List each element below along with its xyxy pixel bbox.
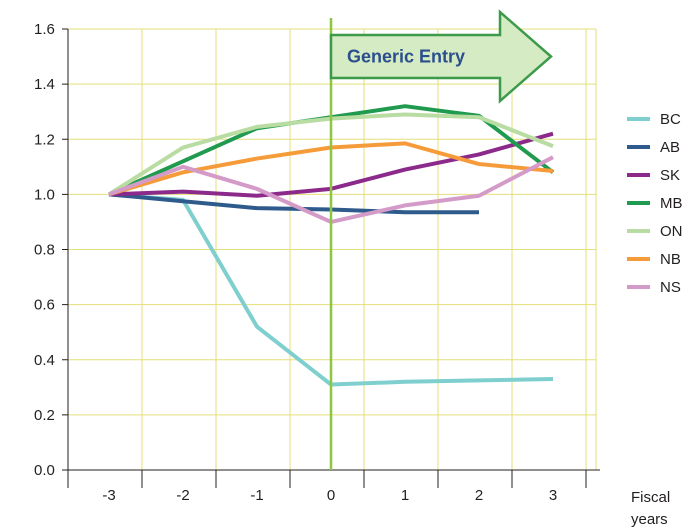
y-tick-label: 1.0: [34, 186, 55, 203]
series-line-ab: [108, 192, 479, 215]
axes: 0.0 0.2 0.4 0.6 0.8 1.0 1.2 1.4 1.6 -3 -2 -1 0 1 2 3: [34, 21, 600, 504]
y-tick-label: 0.6: [34, 297, 55, 314]
y-tick-label: 0.0: [34, 462, 55, 479]
x-tick-label: -1: [250, 487, 263, 504]
legend-label-on: ON: [660, 223, 683, 240]
legend-label-nb: NB: [660, 251, 681, 268]
y-tick-label: 0.4: [34, 352, 55, 369]
x-tick-label: 1: [401, 487, 409, 504]
legend-label-bc: BC: [660, 111, 681, 128]
generic-entry-annotation: Generic Entry: [329, 9, 553, 470]
legend: BC AB SK MB ON NB NS: [627, 111, 683, 296]
x-tick-label: 3: [549, 487, 557, 504]
y-tick-label: 1.4: [34, 76, 55, 93]
x-tick-label: -3: [102, 487, 115, 504]
legend-label-ab: AB: [660, 139, 680, 156]
x-tick-label: 0: [327, 487, 335, 504]
generic-entry-arrow: [329, 9, 553, 104]
y-tick-label: 1.6: [34, 21, 55, 38]
x-axis-label-line-2: years: [631, 511, 668, 528]
legend-label-sk: SK: [660, 167, 680, 184]
legend-label-ns: NS: [660, 279, 681, 296]
x-tick-label: -2: [176, 487, 189, 504]
x-axis-label-line-1: Fiscal: [631, 489, 670, 506]
generic-entry-label: Generic Entry: [347, 47, 465, 67]
y-tick-label: 1.2: [34, 131, 55, 148]
x-tick-label: 2: [475, 487, 483, 504]
legend-label-mb: MB: [660, 195, 683, 212]
y-tick-label: 0.8: [34, 242, 55, 259]
y-tick-label: 0.2: [34, 407, 55, 424]
